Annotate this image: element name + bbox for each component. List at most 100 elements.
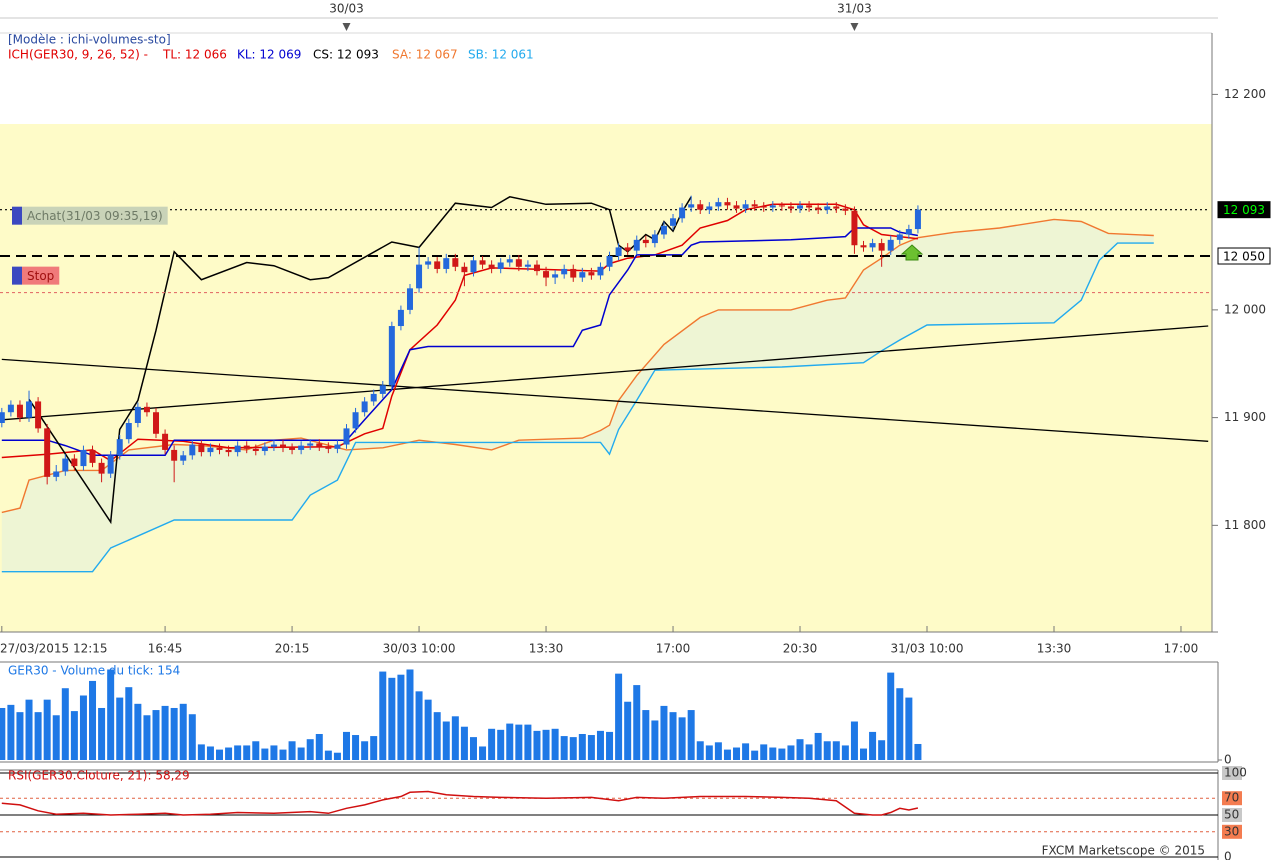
candle-body xyxy=(162,433,169,450)
candle-body xyxy=(579,272,586,278)
candle-body xyxy=(552,274,559,278)
volume-bar xyxy=(578,733,586,760)
volume-bar xyxy=(869,731,877,760)
y-tick-label: 11 800 xyxy=(1224,518,1266,532)
volume-bar xyxy=(769,747,777,760)
candle-body xyxy=(7,404,14,413)
candle-body xyxy=(343,428,350,445)
candle-body xyxy=(116,439,123,456)
candle-body xyxy=(352,412,359,429)
volume-bar xyxy=(442,721,450,760)
volume-bar xyxy=(406,669,414,760)
candle-body xyxy=(824,206,831,210)
candle-body xyxy=(416,264,423,289)
senkou-span xyxy=(1,242,1154,573)
candle-body xyxy=(443,258,450,269)
candle-body xyxy=(679,207,686,219)
candle-body xyxy=(797,205,804,209)
y-tick-box xyxy=(1222,791,1242,806)
candle-body xyxy=(751,204,758,207)
volume-bar xyxy=(143,715,151,760)
volume-bar xyxy=(451,716,459,760)
volume-bar xyxy=(43,699,51,760)
candle-body xyxy=(325,446,332,449)
candle-body xyxy=(298,445,305,450)
candle-body xyxy=(524,264,531,267)
candle-body xyxy=(234,445,241,453)
candle-body xyxy=(633,239,640,251)
volume-bar xyxy=(805,744,813,760)
order-label: Achat(31/03 09:35,19) xyxy=(27,209,163,223)
volume-bar xyxy=(79,695,87,760)
y-tick-label: 12 000 xyxy=(1224,302,1266,316)
candle-body xyxy=(914,209,921,230)
volume-bar xyxy=(116,697,124,760)
candle-body xyxy=(597,266,604,276)
volume-bar xyxy=(197,744,205,760)
volume-bar xyxy=(660,705,668,760)
volume-bar xyxy=(352,735,360,760)
price-panel: 12 093 Achat(31/03 09:35,19) 12 050 Stop 11 … xyxy=(0,2,1271,656)
candle-body xyxy=(334,444,341,449)
candle-body xyxy=(470,260,477,273)
candle-body xyxy=(896,234,903,240)
order-box xyxy=(22,266,60,285)
candle-body xyxy=(588,272,595,276)
candle-body xyxy=(379,385,386,394)
volume-bar xyxy=(25,699,33,760)
volume-bar xyxy=(751,750,759,760)
volume-title: GER30 - Volume du tick: 154 xyxy=(8,664,180,678)
volume-bar xyxy=(896,688,904,760)
candle-body xyxy=(89,449,96,463)
volume-bar xyxy=(333,752,341,760)
volume-bar xyxy=(297,747,305,760)
candle-body xyxy=(134,406,141,423)
volume-bar xyxy=(270,745,278,760)
candle-body xyxy=(62,458,69,472)
volume-bar xyxy=(379,671,387,760)
volume-bar xyxy=(315,733,323,760)
candle-body xyxy=(216,447,223,450)
volume-bar xyxy=(832,741,840,760)
volume-bar xyxy=(424,699,432,760)
price-level-label: 12 093 xyxy=(1223,203,1265,217)
volume-bar xyxy=(370,736,378,760)
volume-bar xyxy=(479,746,487,760)
candle-body xyxy=(506,259,513,263)
volume-bar xyxy=(388,677,396,760)
volume-bar xyxy=(125,687,133,760)
volume-bar xyxy=(642,710,650,760)
plot-highlight xyxy=(0,124,1212,632)
y-tick-label: 12 200 xyxy=(1224,87,1266,101)
candle-body xyxy=(397,309,404,327)
volume-bar xyxy=(533,730,541,760)
volume-bar xyxy=(560,736,568,760)
rsi-panel: 0 30 50 70 100 xyxy=(0,766,1247,860)
order-label: Stop xyxy=(27,269,54,283)
volume-bar xyxy=(515,724,523,760)
day-marker xyxy=(342,23,351,31)
candle-body xyxy=(887,239,894,251)
volume-bar xyxy=(497,729,505,760)
rsi-line xyxy=(1,790,919,816)
candle-body xyxy=(35,401,42,429)
volume-bar xyxy=(52,715,60,760)
y-tick-box xyxy=(1222,824,1242,839)
volume-bar xyxy=(342,731,350,760)
candle-body xyxy=(615,247,622,257)
candle-body xyxy=(44,428,51,477)
day-label: 30/03 xyxy=(329,2,364,16)
volume-bar xyxy=(860,748,868,760)
volume-bar xyxy=(669,712,677,760)
indicator-readout: TL: 12 066 xyxy=(162,48,227,62)
ichimoku-line xyxy=(28,196,692,525)
volume-bar xyxy=(778,748,786,760)
volume-bar xyxy=(134,703,142,760)
candle-body xyxy=(270,444,277,447)
candle-body xyxy=(570,268,577,278)
volume-bar xyxy=(433,712,441,760)
candle-body xyxy=(543,271,550,278)
candle-body xyxy=(851,210,858,246)
candle-body xyxy=(189,444,196,456)
indicator-readout: KL: 12 069 xyxy=(237,48,301,62)
